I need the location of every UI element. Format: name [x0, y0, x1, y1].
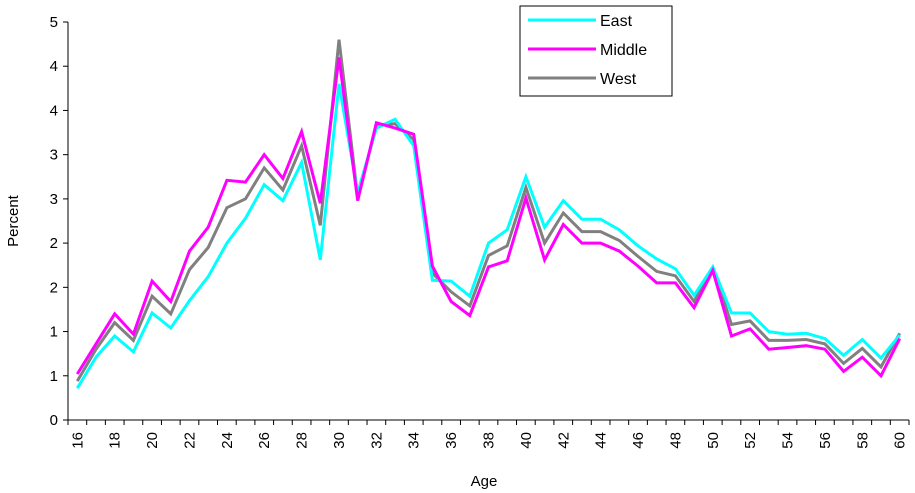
legend-label-middle: Middle: [600, 42, 647, 59]
x-tick-label: 26: [256, 432, 273, 449]
x-tick-label: 16: [69, 432, 86, 449]
x-tick-label: 34: [406, 432, 423, 449]
x-tick-label: 50: [705, 432, 722, 449]
x-tick-label: 60: [892, 432, 909, 449]
x-tick-label: 52: [742, 432, 759, 449]
x-tick-label: 36: [443, 432, 460, 449]
x-tick-label: 22: [181, 432, 198, 449]
y-tick-label: 5: [50, 14, 58, 31]
x-tick-label: 20: [144, 432, 161, 449]
x-tick-label: 30: [331, 432, 348, 449]
x-tick-label: 28: [294, 432, 311, 449]
y-axis-title: Percent: [5, 194, 22, 247]
legend-label-east: East: [600, 13, 633, 30]
x-tick-label: 56: [817, 432, 834, 449]
y-tick-label: 1: [50, 324, 58, 341]
y-tick-label: 1: [50, 368, 58, 385]
series-line-middle: [76, 57, 902, 379]
x-tick-label: 38: [481, 432, 498, 449]
x-axis-title: Age: [471, 473, 498, 490]
series-lines: [76, 39, 902, 389]
x-tick-label: 32: [368, 432, 385, 449]
y-tick-label: 4: [50, 58, 58, 75]
legend: East Middle West: [519, 5, 673, 97]
y-tick-label: 4: [50, 102, 58, 119]
x-tick-label: 44: [593, 432, 610, 449]
series-line-west: [76, 39, 902, 382]
x-axis: 16 18 20 22 24 26 28 30 32 34 36 38 40 42 44 46 48 50 52 54…: [67, 419, 910, 449]
x-tick-label: 40: [518, 432, 535, 449]
y-tick-label: 2: [50, 235, 58, 252]
x-tick-label: 24: [219, 432, 236, 449]
y-tick-label: 3: [50, 191, 58, 208]
y-tick-label: 0: [50, 412, 58, 429]
y-tick-label: 3: [50, 147, 58, 164]
x-tick-label: 18: [107, 432, 124, 449]
y-tick-label: 2: [50, 279, 58, 296]
x-tick-label: 46: [630, 432, 647, 449]
x-tick-label: 42: [555, 432, 572, 449]
x-tick-label: 58: [854, 432, 871, 449]
legend-label-west: West: [600, 71, 637, 88]
series-line-east: [76, 83, 901, 389]
x-tick-label: 54: [780, 432, 797, 449]
y-axis: 0 1 1 2 2 3 3 4 4 5: [50, 14, 69, 429]
x-tick-label: 48: [667, 432, 684, 449]
